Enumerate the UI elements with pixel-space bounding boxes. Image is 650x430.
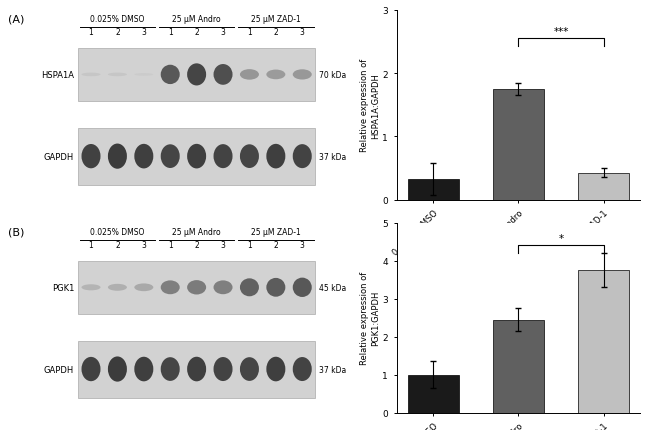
Ellipse shape <box>108 144 127 169</box>
Ellipse shape <box>266 278 285 297</box>
Ellipse shape <box>161 65 179 85</box>
Ellipse shape <box>81 74 101 77</box>
Ellipse shape <box>187 144 206 169</box>
FancyBboxPatch shape <box>78 341 315 398</box>
Text: 2: 2 <box>194 28 199 37</box>
Ellipse shape <box>240 357 259 381</box>
Ellipse shape <box>187 64 206 86</box>
Text: 0.025% DMSO: 0.025% DMSO <box>90 15 144 24</box>
Ellipse shape <box>292 278 312 297</box>
Text: 25 μM Andro: 25 μM Andro <box>172 15 221 24</box>
Ellipse shape <box>292 357 312 381</box>
Ellipse shape <box>240 145 259 169</box>
Y-axis label: Relative expression of
PGK1:GAPDH: Relative expression of PGK1:GAPDH <box>360 271 380 365</box>
Ellipse shape <box>240 70 259 80</box>
Ellipse shape <box>187 357 206 381</box>
Bar <box>578 270 629 413</box>
Text: 2: 2 <box>274 241 278 250</box>
Ellipse shape <box>161 281 179 295</box>
Text: 2: 2 <box>115 28 120 37</box>
Bar <box>493 320 544 413</box>
FancyBboxPatch shape <box>78 261 315 314</box>
Text: GAPDH: GAPDH <box>44 152 74 161</box>
Ellipse shape <box>108 356 127 382</box>
Text: 1: 1 <box>88 241 94 250</box>
Ellipse shape <box>266 357 285 381</box>
Ellipse shape <box>161 357 179 381</box>
Ellipse shape <box>108 284 127 291</box>
Text: 1: 1 <box>247 28 252 37</box>
Text: 37 kDa: 37 kDa <box>319 365 346 374</box>
FancyBboxPatch shape <box>78 49 315 102</box>
Text: 1: 1 <box>168 241 173 250</box>
Text: 1: 1 <box>247 241 252 250</box>
Ellipse shape <box>135 357 153 381</box>
Text: *: * <box>558 233 564 244</box>
Text: 3: 3 <box>220 241 226 250</box>
Text: 3: 3 <box>142 28 146 37</box>
Ellipse shape <box>292 145 312 169</box>
Bar <box>578 173 629 200</box>
Ellipse shape <box>213 145 233 169</box>
Text: 2: 2 <box>194 241 199 250</box>
Bar <box>408 180 459 200</box>
Text: HSPA1A: HSPA1A <box>41 71 74 80</box>
Bar <box>493 90 544 200</box>
Text: 37 kDa: 37 kDa <box>319 152 346 161</box>
Text: 3: 3 <box>220 28 226 37</box>
Ellipse shape <box>213 281 233 295</box>
Ellipse shape <box>81 357 101 381</box>
Text: 0.025% DMSO: 0.025% DMSO <box>90 227 144 236</box>
Ellipse shape <box>266 71 285 80</box>
Ellipse shape <box>266 144 285 169</box>
Ellipse shape <box>187 280 206 295</box>
Text: ***: *** <box>553 27 569 37</box>
Text: 70 kDa: 70 kDa <box>319 71 346 80</box>
Text: (B): (B) <box>8 227 25 237</box>
Ellipse shape <box>213 357 233 381</box>
Ellipse shape <box>240 279 259 297</box>
Ellipse shape <box>81 285 101 291</box>
Text: 3: 3 <box>142 241 146 250</box>
Text: 3: 3 <box>300 28 305 37</box>
Text: PGK1: PGK1 <box>52 283 74 292</box>
Text: (A): (A) <box>8 15 25 25</box>
Ellipse shape <box>161 145 179 169</box>
FancyBboxPatch shape <box>78 128 315 185</box>
Ellipse shape <box>81 144 101 169</box>
Text: 25 μM ZAD-1: 25 μM ZAD-1 <box>251 15 301 24</box>
Text: 25 μM Andro: 25 μM Andro <box>172 227 221 236</box>
Text: 2: 2 <box>274 28 278 37</box>
Ellipse shape <box>135 284 153 292</box>
Text: 1: 1 <box>88 28 94 37</box>
Text: 2: 2 <box>115 241 120 250</box>
Ellipse shape <box>108 74 127 77</box>
Bar <box>408 375 459 413</box>
Y-axis label: Relative expression of
HSPA1A:GAPDH: Relative expression of HSPA1A:GAPDH <box>360 59 380 152</box>
Text: 3: 3 <box>300 241 305 250</box>
Ellipse shape <box>292 70 312 80</box>
Text: GAPDH: GAPDH <box>44 365 74 374</box>
Ellipse shape <box>135 144 153 169</box>
Text: 1: 1 <box>168 28 173 37</box>
Ellipse shape <box>213 65 233 86</box>
Text: 45 kDa: 45 kDa <box>319 283 346 292</box>
Ellipse shape <box>135 74 153 77</box>
Text: 25 μM ZAD-1: 25 μM ZAD-1 <box>251 227 301 236</box>
